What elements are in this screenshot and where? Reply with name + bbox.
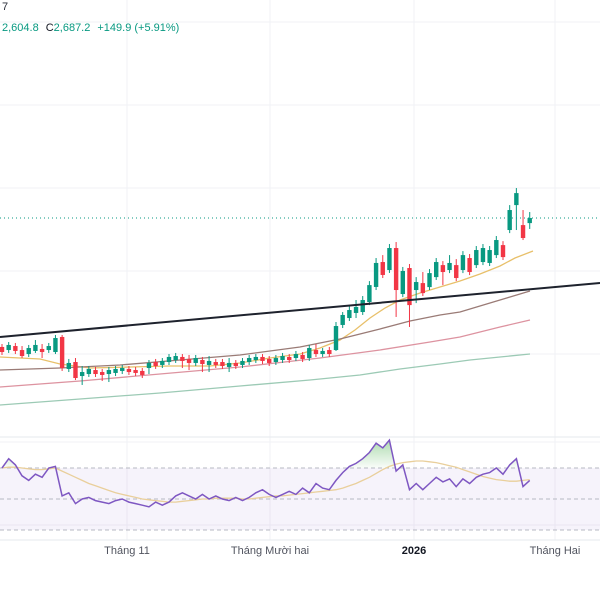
legend-prefix: 7 xyxy=(2,1,9,13)
legend-values: 2,604.8 C2,687.2 +149.9 (+5.91%) xyxy=(2,21,179,35)
rsi-bg-layer xyxy=(0,468,600,530)
rsi-layer xyxy=(0,438,600,531)
ma-layer xyxy=(0,250,534,406)
change-value: +149.9 (+5.91%) xyxy=(97,22,180,34)
x-axis-label-month-12: Tháng Mười hai xyxy=(230,545,310,557)
close-label: C xyxy=(45,22,54,34)
close-value: 2,687.2 xyxy=(53,22,91,34)
ohlc-legend: 7 2,604.8 C2,687.2 +149.9 (+5.91%) xyxy=(2,0,179,35)
separators-layer xyxy=(0,436,600,541)
candles-layer[interactable] xyxy=(0,188,532,385)
x-axis-label-month-02: Tháng Hai xyxy=(529,545,581,557)
time-axis[interactable]: Tháng 11 Tháng Mười hai 2026 Tháng Hai xyxy=(0,541,600,600)
grid-layer xyxy=(0,0,600,540)
trendline-layer[interactable] xyxy=(0,281,600,338)
x-axis-label-month-11: Tháng 11 xyxy=(104,545,150,557)
low-value: 2,604.8 xyxy=(2,22,39,34)
x-axis-label-year: 2026 xyxy=(401,545,427,557)
